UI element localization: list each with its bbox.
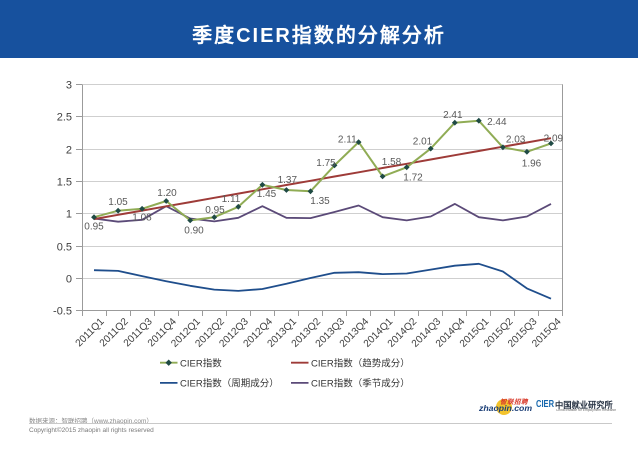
svg-text:CIER指数（季节成分）: CIER指数（季节成分） [311,378,410,390]
svg-text:1.72: 1.72 [403,173,423,184]
svg-text:2.01: 2.01 [413,137,433,148]
svg-text:-0.5: -0.5 [53,306,72,318]
svg-text:0.95: 0.95 [84,222,104,233]
svg-text:2.44: 2.44 [487,117,507,128]
svg-text:1: 1 [66,209,72,221]
svg-text:0.95: 0.95 [205,205,225,216]
svg-text:2: 2 [66,145,72,157]
svg-text:1.05: 1.05 [108,197,128,208]
svg-text:1.96: 1.96 [522,159,542,170]
svg-text:2.5: 2.5 [57,112,72,124]
svg-text:2.09: 2.09 [544,134,564,145]
svg-text:1.35: 1.35 [310,196,330,207]
svg-text:0: 0 [66,274,72,286]
svg-text:CIER指数（周期成分）: CIER指数（周期成分） [180,378,279,390]
svg-text:3: 3 [66,80,72,92]
svg-text:1.75: 1.75 [316,158,336,169]
svg-text:1.20: 1.20 [157,188,177,199]
svg-text:0.90: 0.90 [184,226,204,237]
svg-text:1.45: 1.45 [257,189,277,200]
svg-text:CIER指数（趋势成分）: CIER指数（趋势成分） [311,357,410,369]
svg-text:1.11: 1.11 [222,194,241,205]
svg-text:0.5: 0.5 [57,242,72,254]
svg-text:1.08: 1.08 [132,212,152,223]
svg-text:2.03: 2.03 [506,135,526,146]
svg-text:1.37: 1.37 [278,175,298,186]
svg-text:1.5: 1.5 [57,177,72,189]
svg-text:2.41: 2.41 [443,110,463,121]
svg-text:1.58: 1.58 [382,157,402,168]
svg-text:CIER指数: CIER指数 [180,357,222,369]
svg-text:2.11: 2.11 [338,135,357,146]
